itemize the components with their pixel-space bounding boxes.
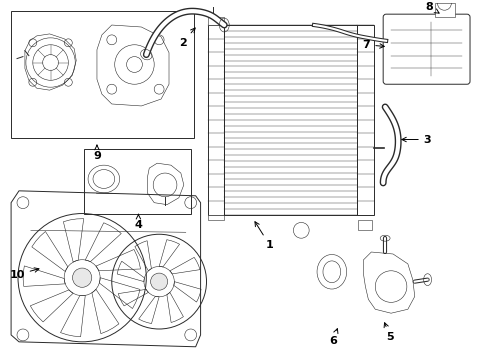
- Text: 7: 7: [363, 40, 384, 50]
- Bar: [359, 220, 372, 230]
- Bar: [208, 25, 224, 215]
- Bar: [11, 11, 194, 138]
- Text: 8: 8: [426, 2, 439, 13]
- Text: 9: 9: [93, 145, 101, 161]
- Bar: [435, 3, 455, 17]
- Bar: [357, 25, 374, 215]
- Bar: [208, 17, 224, 25]
- FancyBboxPatch shape: [383, 14, 470, 84]
- Text: 10: 10: [9, 268, 39, 280]
- Text: 4: 4: [134, 215, 143, 230]
- Circle shape: [73, 268, 92, 287]
- Bar: [224, 25, 357, 215]
- Bar: [84, 149, 191, 213]
- Circle shape: [150, 273, 168, 290]
- Bar: [208, 215, 224, 220]
- Text: 5: 5: [384, 323, 394, 342]
- Text: 2: 2: [179, 28, 195, 48]
- Text: 3: 3: [402, 135, 431, 144]
- Text: 1: 1: [255, 222, 273, 250]
- Text: 6: 6: [329, 329, 338, 346]
